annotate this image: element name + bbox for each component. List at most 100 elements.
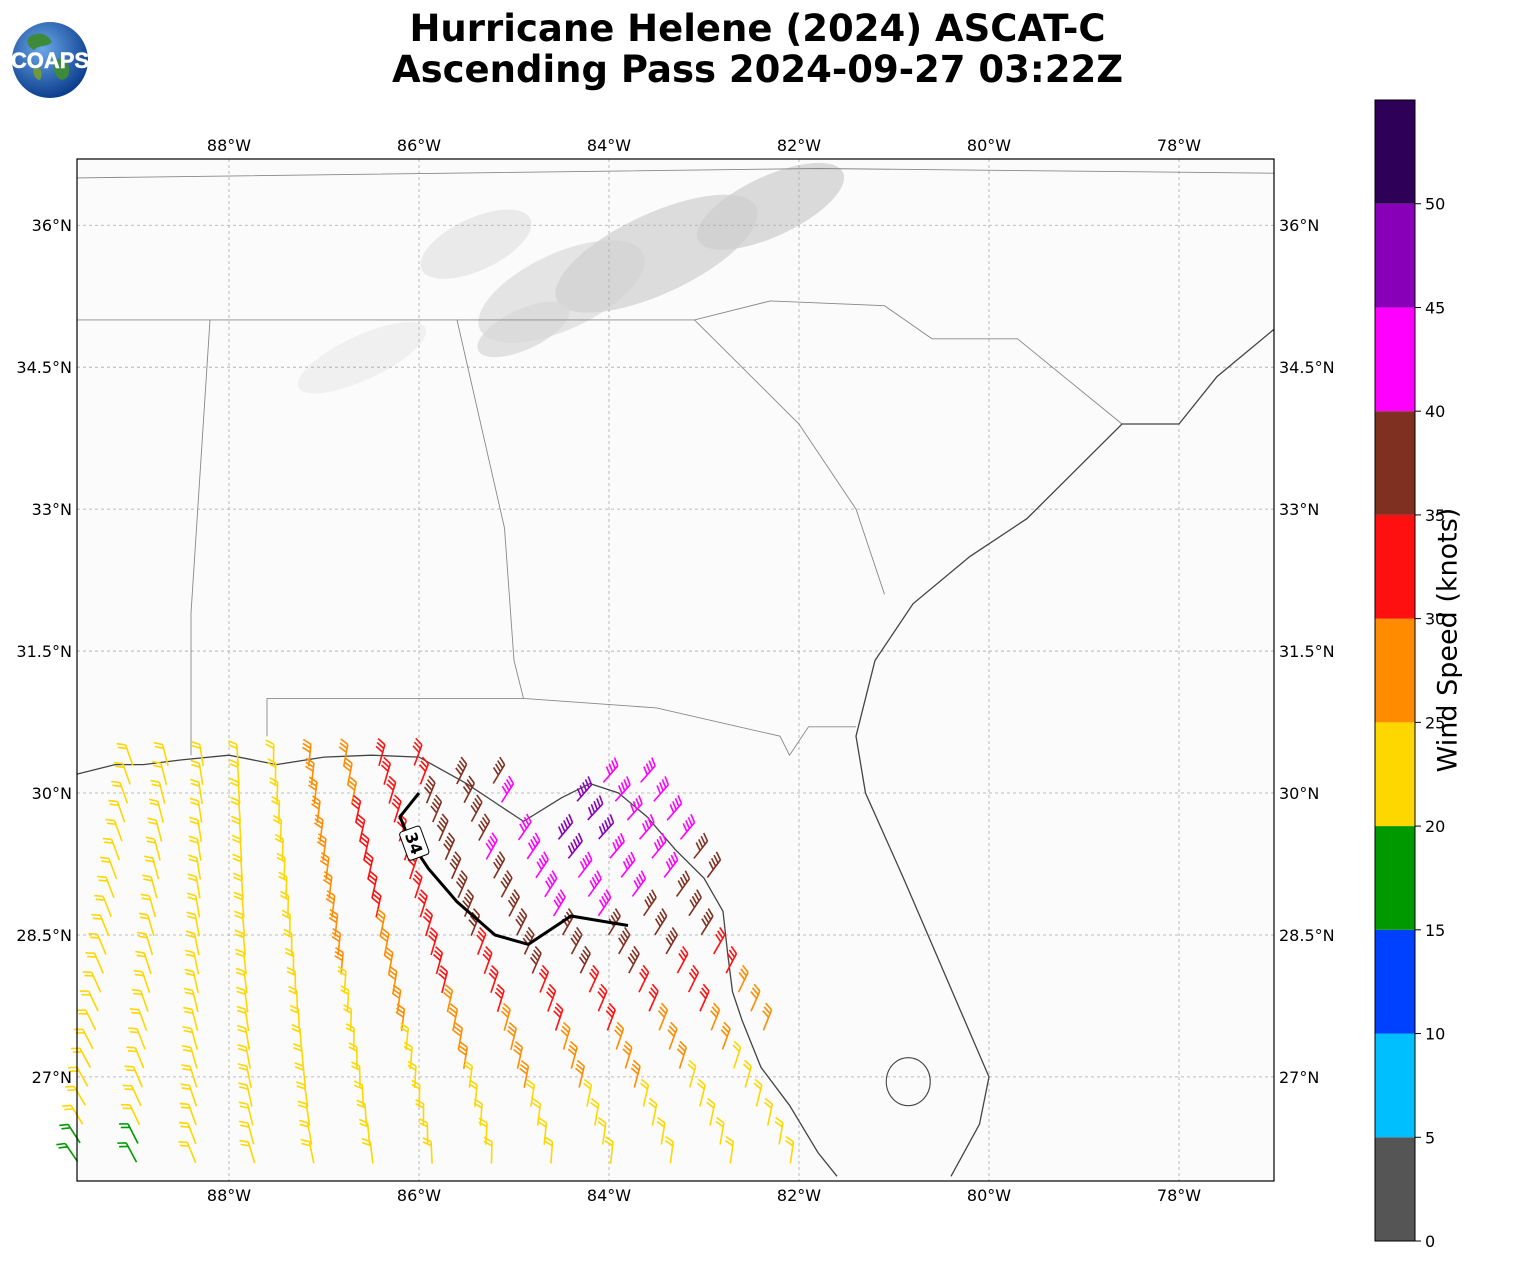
graticule <box>77 159 1274 1181</box>
wind-barb <box>438 965 449 994</box>
wind-barb <box>470 794 483 822</box>
wind-barb <box>696 1078 706 1107</box>
wind-barb <box>233 891 245 918</box>
wind-barb <box>380 756 392 785</box>
lon-tick-label: 84°W <box>587 136 631 155</box>
wind-barb <box>355 813 366 842</box>
wind-barb <box>142 874 158 899</box>
wind-barb <box>325 890 336 918</box>
wind-barb <box>618 926 631 955</box>
wind-barb <box>347 776 358 804</box>
wind-barb <box>418 756 430 785</box>
state-border <box>76 168 1275 179</box>
wind-barb <box>82 971 102 993</box>
wind-barb <box>190 778 203 804</box>
wind-barb <box>126 1046 145 1069</box>
wind-barb <box>59 1123 81 1144</box>
wind-barb <box>94 894 112 918</box>
wind-barb <box>675 870 691 897</box>
colorbar-tick-label: 30 <box>1425 610 1445 629</box>
wind-barb <box>630 1059 641 1088</box>
wind-barb <box>529 945 542 974</box>
wind-barb <box>150 779 166 804</box>
wind-barb <box>648 983 659 1012</box>
contour-label: 34 <box>399 825 430 861</box>
wind-barb <box>552 889 566 917</box>
wind-barb <box>715 1116 725 1145</box>
wind-barb <box>184 968 199 994</box>
wind-barb <box>663 851 679 878</box>
wind-barb <box>76 1009 97 1031</box>
wind-barb <box>626 795 643 821</box>
wind-barb <box>395 1003 406 1032</box>
wind-barb <box>180 1083 198 1107</box>
wind-barb <box>448 1003 459 1032</box>
lat-tick-label: 36°N <box>32 216 72 235</box>
wind-barb <box>235 986 249 1013</box>
wind-barb <box>576 776 593 802</box>
wind-barb <box>706 1097 716 1126</box>
contour-line <box>398 792 629 947</box>
wind-barb <box>614 776 631 802</box>
lat-tick-label: 36°N <box>1279 216 1319 235</box>
wind-barb <box>604 1136 614 1164</box>
wind-barb <box>188 854 202 880</box>
wind-barb <box>120 1103 141 1126</box>
wind-barb <box>577 851 593 878</box>
wind-barb <box>305 757 315 786</box>
colorbar-bin <box>1375 203 1415 308</box>
wind-barb <box>570 926 583 955</box>
colorbar-bin <box>1375 722 1415 827</box>
wind-barb <box>407 1060 417 1088</box>
wind-barb <box>97 875 115 899</box>
wind-barb <box>331 927 342 956</box>
colorbar-tick-label: 0 <box>1425 1232 1435 1251</box>
wind-barb <box>117 1142 138 1163</box>
wind-barb <box>567 1040 578 1069</box>
wind-barb <box>143 855 160 880</box>
lat-tick-label: 31.5°N <box>1279 642 1335 661</box>
wind-barb <box>515 908 528 936</box>
colorbar-tick-label: 10 <box>1425 1025 1445 1044</box>
wind-barb <box>506 1021 517 1050</box>
globe-icon: COAPS <box>11 22 89 98</box>
wind-barb <box>638 814 655 840</box>
lon-tick-label: 86°W <box>397 136 441 155</box>
lat-tick-label: 34.5°N <box>16 358 72 377</box>
state-border <box>694 319 885 595</box>
colorbar-tick-label: 20 <box>1425 817 1445 836</box>
wind-barb <box>667 1021 678 1050</box>
wind-barb <box>590 1098 600 1126</box>
wind-barb <box>494 983 505 1012</box>
wind-barb <box>500 870 513 898</box>
lat-tick-label: 27°N <box>1279 1068 1319 1087</box>
lon-tick-label: 80°W <box>967 136 1011 155</box>
wind-barb <box>183 987 199 1013</box>
lat-tick-label: 28.5°N <box>1279 926 1335 945</box>
wind-barb <box>99 856 118 880</box>
wind-barb <box>693 832 709 859</box>
wind-barb <box>575 1059 586 1088</box>
wind-barb <box>235 967 248 994</box>
wind-barb <box>361 1137 374 1164</box>
wind-barb <box>111 780 129 804</box>
lon-tick-label: 80°W <box>967 1186 1011 1205</box>
wind-barb <box>135 950 152 975</box>
coaps-logo: COAPS <box>10 20 90 100</box>
wind-barb <box>560 1021 571 1050</box>
lat-tick-label: 33°N <box>1279 500 1319 519</box>
wind-barb <box>706 851 722 879</box>
lon-tick-label: 78°W <box>1157 136 1201 155</box>
wind-barb <box>553 1002 564 1031</box>
wind-barb <box>122 1084 142 1107</box>
wind-barb <box>124 1065 143 1088</box>
lat-tick-label: 33°N <box>32 500 72 519</box>
wind-barb <box>433 946 444 975</box>
wind-barb <box>391 794 402 823</box>
wind-barb <box>399 1022 410 1051</box>
wind-barb <box>239 1139 256 1164</box>
wind-barb <box>302 738 312 767</box>
wind-barb <box>186 911 201 937</box>
state-border <box>266 319 525 737</box>
